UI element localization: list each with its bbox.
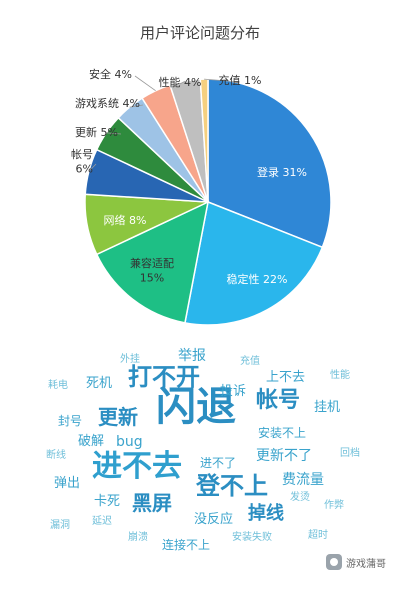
word-cloud-term: 举报 <box>178 348 206 364</box>
word-cloud-term: 延迟 <box>92 516 112 527</box>
word-cloud-term: 性能 <box>330 370 350 381</box>
leader-line-8 <box>134 75 156 92</box>
pie-label-4: 网络 8% <box>104 213 147 227</box>
pie-label-7: 游戏系统 4% <box>75 97 140 110</box>
word-cloud-term: 崩溃 <box>128 532 148 543</box>
word-cloud-term: 登不上 <box>196 472 268 500</box>
pie-label-8: 安全 4% <box>89 67 132 81</box>
pie-chart: 登录 31% 稳定性 22% 兼容适配 15% 网络 8% 帐号 6% 更新 5% 游戏系统 4… <box>71 67 332 326</box>
leader-line-7 <box>129 104 144 108</box>
pie-slice-2 <box>184 200 324 326</box>
word-cloud-term: 弹出 <box>54 476 81 491</box>
word-cloud-term: 充值 <box>240 356 260 367</box>
pie-label-9: 性能 4% <box>159 75 202 89</box>
word-cloud-term: 进不了 <box>200 456 237 470</box>
chart-title: 用户评论问题分布 <box>139 24 260 42</box>
wechat-public-account-icon <box>326 554 342 570</box>
leader-line-9 <box>179 80 186 85</box>
leader-line-10 <box>204 78 241 83</box>
word-cloud: 闪退进不去 打不开登不上 帐号更新黑屏掉线 举报投诉更新不了 挂机 上不去 死机破解 bug 弹… <box>0 335 400 589</box>
word-cloud-term: 超时 <box>308 530 328 541</box>
pie-label-3: 兼容适配 15% <box>130 256 174 284</box>
word-cloud-term: 安装失败 <box>232 532 272 543</box>
word-cloud-term: 闪退 <box>156 384 236 430</box>
pie-label-1: 登录 31% <box>257 165 307 179</box>
word-cloud-term: bug <box>116 434 143 450</box>
word-cloud-term: 帐号 <box>256 388 301 413</box>
word-cloud-term: 封号 <box>58 414 83 428</box>
pie-label-10: 充值 1% <box>219 73 262 87</box>
word-cloud-term: 打不开 <box>128 363 200 391</box>
footer-logo: 游戏蒲哥 <box>326 554 386 570</box>
leader-line-6 <box>106 132 122 135</box>
word-cloud-term: 破解 <box>78 434 105 449</box>
word-cloud-term: 更新 <box>98 405 138 429</box>
word-cloud-term: 更新不了 <box>256 448 312 464</box>
pie-label-5: 帐号 6% <box>71 148 93 175</box>
word-cloud-term: 耗电 <box>48 380 68 391</box>
word-cloud-term: 连接不上 <box>162 538 211 552</box>
word-cloud-term: 回档 <box>340 448 360 459</box>
word-cloud-term: 死机 <box>86 376 113 391</box>
word-cloud-term: 卡死 <box>94 494 121 509</box>
word-cloud-term: 漏洞 <box>50 520 70 531</box>
word-cloud-term: 没反应 <box>194 512 234 527</box>
word-cloud-term: 断线 <box>46 450 66 461</box>
pie-label-2: 稳定性 22% <box>227 272 288 286</box>
footer-brand-text: 游戏蒲哥 <box>346 558 386 570</box>
leader-line-5 <box>88 163 97 172</box>
word-cloud-term: 外挂 <box>120 354 140 365</box>
word-cloud-term: 黑屏 <box>132 491 172 515</box>
pie-label-6: 更新 5% <box>75 125 118 139</box>
word-cloud-term: 上不去 <box>266 370 306 385</box>
word-cloud-term: 掉线 <box>248 503 284 524</box>
word-cloud-term: 投诉 <box>220 384 247 399</box>
word-cloud-term: 安装不上 <box>258 426 307 440</box>
word-cloud-term: 作弊 <box>324 500 344 511</box>
pie-slice-3 <box>95 200 210 324</box>
word-cloud-term: 费流量 <box>282 472 324 488</box>
word-cloud-term: 进不去 <box>92 449 182 484</box>
word-cloud-term: 挂机 <box>314 400 341 415</box>
pie-slice-1 <box>207 78 332 249</box>
word-cloud-term: 发烫 <box>290 492 310 503</box>
